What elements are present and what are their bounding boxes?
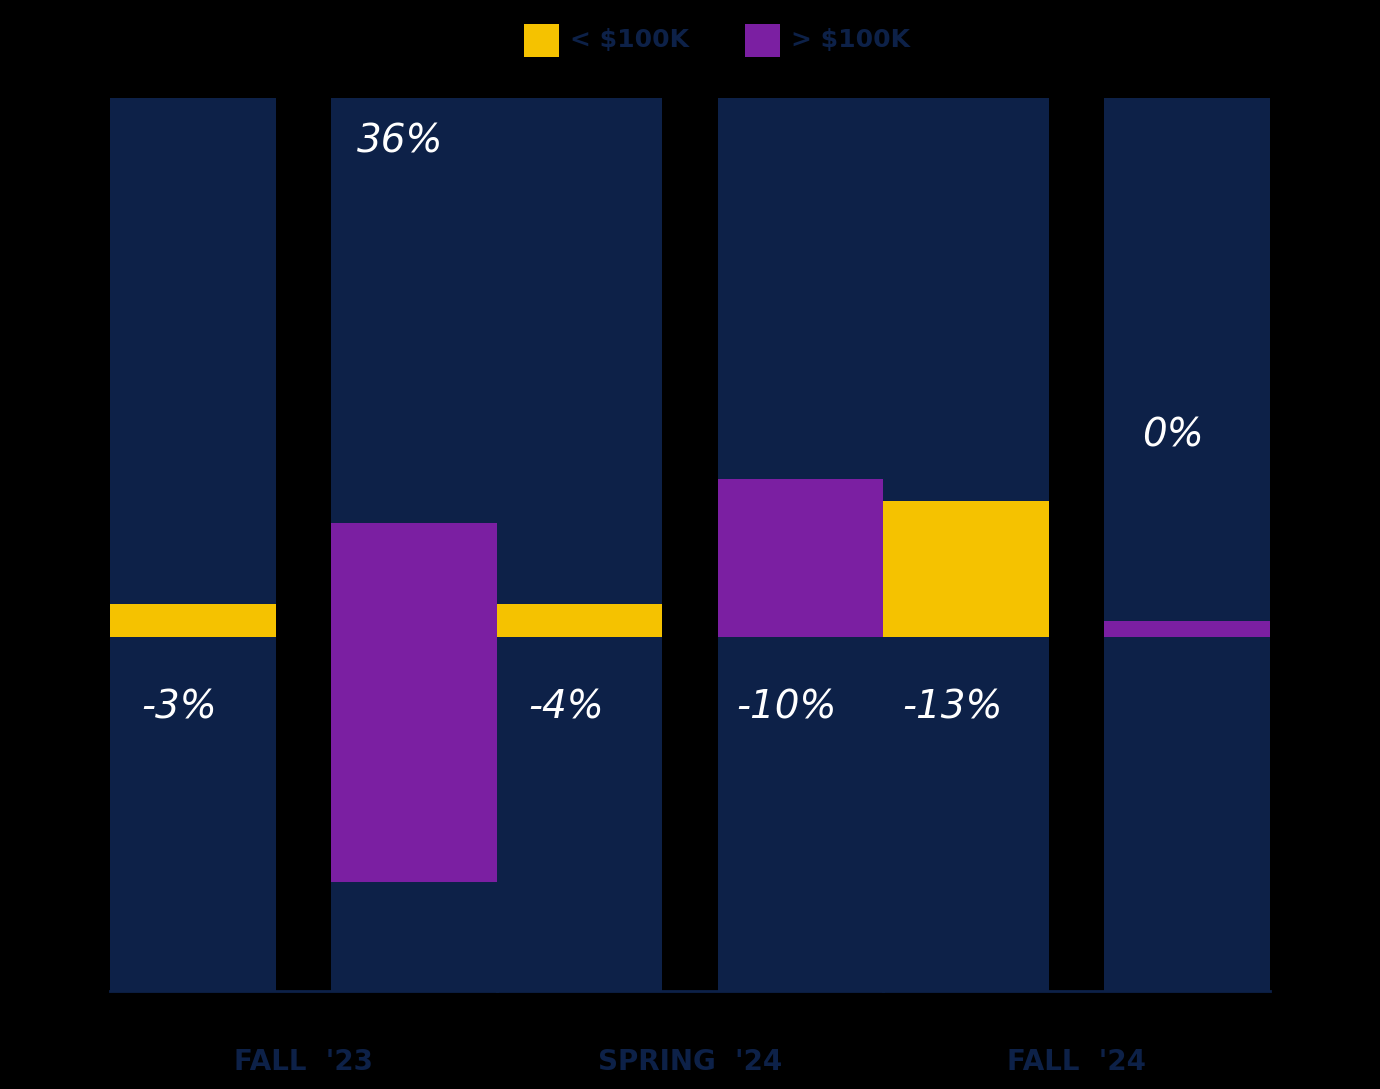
- FancyBboxPatch shape: [883, 501, 1049, 637]
- FancyBboxPatch shape: [718, 98, 883, 991]
- FancyBboxPatch shape: [718, 479, 883, 637]
- Text: SPRING  '24: SPRING '24: [598, 1048, 782, 1076]
- Text: -10%: -10%: [737, 689, 836, 726]
- Text: < $100K: < $100K: [570, 28, 689, 52]
- FancyBboxPatch shape: [331, 523, 497, 882]
- FancyBboxPatch shape: [110, 98, 276, 991]
- Text: 0%: 0%: [1143, 417, 1203, 454]
- FancyBboxPatch shape: [1104, 621, 1270, 637]
- FancyBboxPatch shape: [110, 604, 276, 637]
- FancyBboxPatch shape: [745, 24, 780, 57]
- FancyBboxPatch shape: [1104, 98, 1270, 991]
- Text: FALL  '24: FALL '24: [1007, 1048, 1145, 1076]
- FancyBboxPatch shape: [883, 98, 1049, 991]
- FancyBboxPatch shape: [524, 24, 559, 57]
- FancyBboxPatch shape: [497, 604, 662, 637]
- Text: > $100K: > $100K: [791, 28, 909, 52]
- Text: 36%: 36%: [357, 123, 443, 160]
- Text: -4%: -4%: [529, 689, 603, 726]
- FancyBboxPatch shape: [497, 98, 662, 991]
- Text: -3%: -3%: [142, 689, 217, 726]
- Text: -13%: -13%: [903, 689, 1002, 726]
- Text: FALL  '23: FALL '23: [235, 1048, 373, 1076]
- FancyBboxPatch shape: [331, 98, 497, 991]
